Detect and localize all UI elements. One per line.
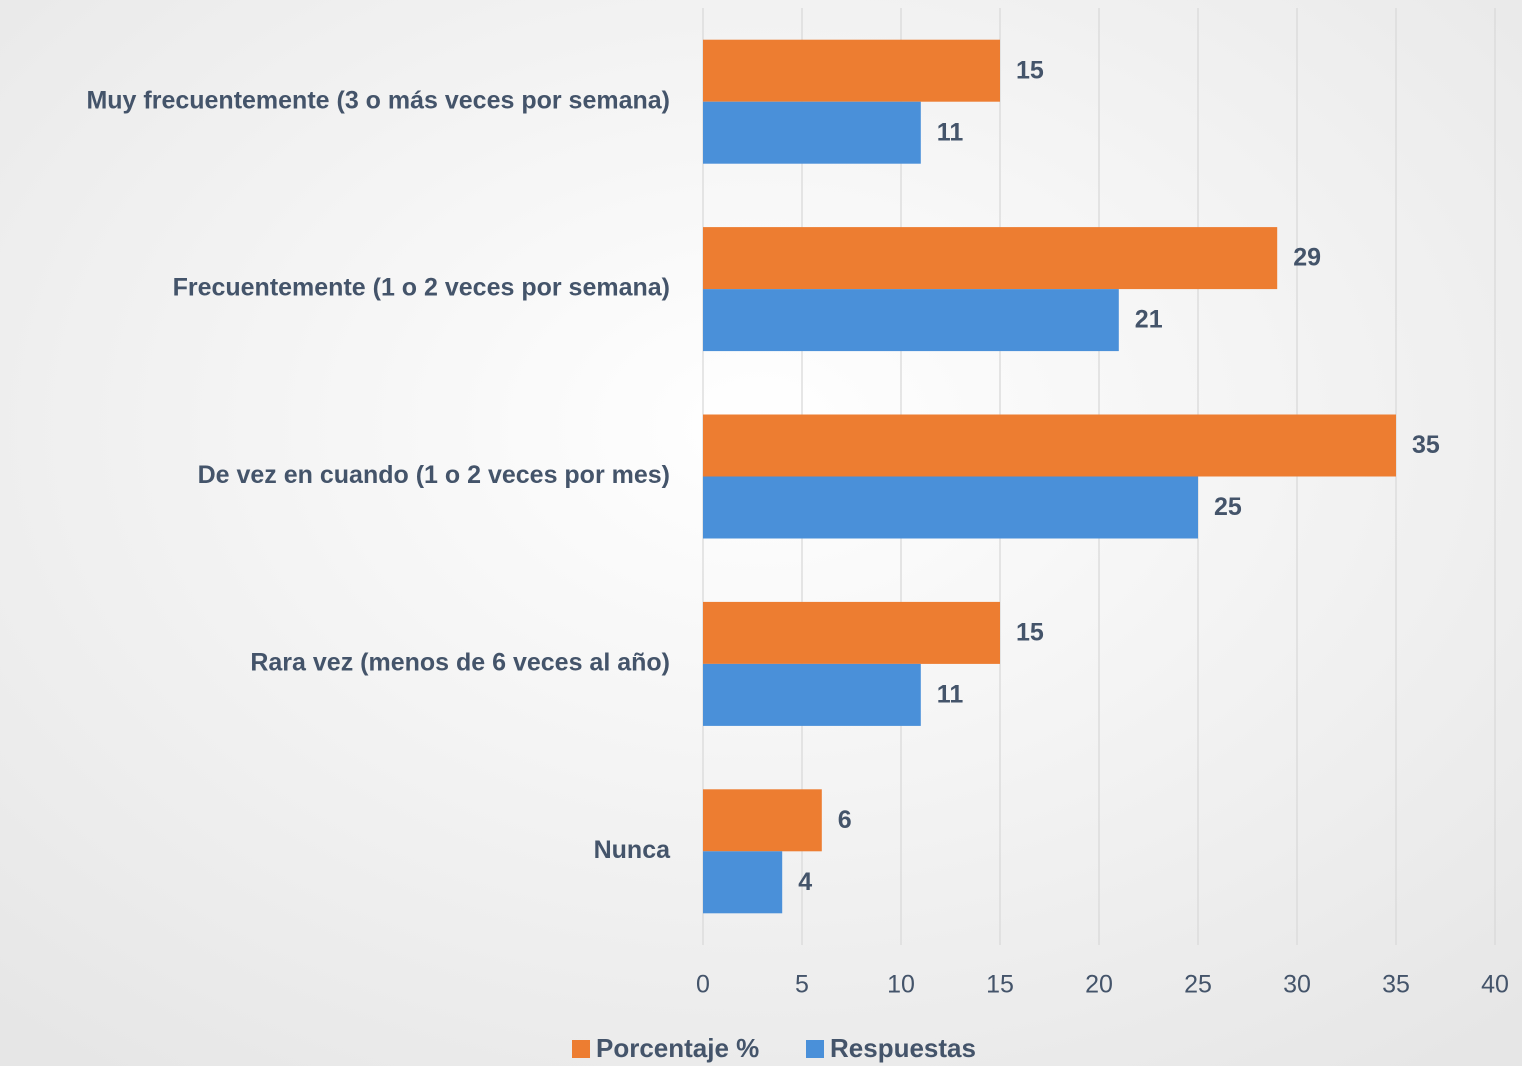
data-label: 15 <box>1016 619 1044 647</box>
bar <box>703 789 822 852</box>
bar <box>703 414 1396 477</box>
x-tick-label: 20 <box>1085 971 1113 999</box>
legend-swatch <box>572 1040 590 1058</box>
data-label: 21 <box>1135 306 1163 334</box>
x-tick-label: 40 <box>1481 971 1509 999</box>
legend-label: Porcentaje % <box>596 1033 759 1063</box>
data-label: 29 <box>1293 244 1321 272</box>
data-label: 6 <box>838 806 852 834</box>
x-tick-label: 10 <box>887 971 915 999</box>
bar <box>703 601 1000 664</box>
data-label: 15 <box>1016 56 1044 84</box>
bar <box>703 39 1000 102</box>
data-label: 11 <box>937 118 964 146</box>
legend-label: Respuestas <box>830 1033 976 1063</box>
category-label: Nunca <box>594 836 672 864</box>
x-tick-label: 25 <box>1184 971 1212 999</box>
bar <box>703 476 1198 539</box>
x-tick-label: 30 <box>1283 971 1311 999</box>
data-label: 4 <box>798 868 812 896</box>
x-tick-label: 35 <box>1382 971 1410 999</box>
bar <box>703 851 783 914</box>
data-label: 35 <box>1412 431 1440 459</box>
x-tick-label: 0 <box>696 971 710 999</box>
bar <box>703 101 921 164</box>
category-label: Frecuentemente (1 o 2 veces por semana) <box>173 274 670 302</box>
bar <box>703 227 1278 290</box>
bar <box>703 289 1119 352</box>
x-tick-label: 5 <box>795 971 809 999</box>
category-label: Rara vez (menos de 6 veces al año) <box>250 649 670 677</box>
data-label: 11 <box>937 681 964 709</box>
x-tick-label: 15 <box>986 971 1014 999</box>
bar <box>703 663 921 726</box>
category-label: Muy frecuentemente (3 o más veces por se… <box>86 86 670 114</box>
category-label: De vez en cuando (1 o 2 veces por mes) <box>198 461 670 489</box>
legend-swatch <box>806 1040 824 1058</box>
data-label: 25 <box>1214 493 1242 521</box>
